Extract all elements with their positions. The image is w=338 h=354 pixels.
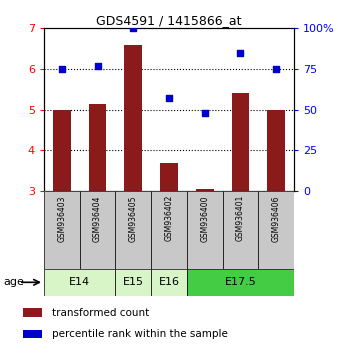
Bar [151, 191, 187, 269]
Bar [223, 191, 258, 269]
Text: GSM936405: GSM936405 [129, 195, 138, 241]
Text: E14: E14 [69, 277, 90, 287]
Bar [187, 191, 223, 269]
Bar [44, 269, 115, 296]
Bar [232, 93, 249, 191]
Bar [124, 45, 142, 191]
Text: E16: E16 [159, 277, 179, 287]
Text: GSM936402: GSM936402 [165, 195, 173, 241]
Point [130, 25, 136, 31]
Point [95, 63, 100, 69]
Text: age: age [3, 277, 24, 287]
Text: E17.5: E17.5 [224, 277, 256, 287]
Bar [44, 191, 80, 269]
Bar [151, 269, 187, 296]
Bar [115, 191, 151, 269]
Bar [267, 110, 285, 191]
Text: GSM936404: GSM936404 [93, 195, 102, 241]
Title: GDS4591 / 1415866_at: GDS4591 / 1415866_at [96, 14, 242, 27]
Text: GSM936400: GSM936400 [200, 195, 209, 241]
Point [238, 50, 243, 56]
Text: GSM936403: GSM936403 [57, 195, 66, 241]
Text: transformed count: transformed count [52, 308, 149, 318]
Point [273, 66, 279, 72]
Bar [53, 110, 71, 191]
Bar [89, 104, 106, 191]
Point [202, 110, 208, 116]
Bar [23, 308, 42, 317]
Bar [187, 269, 294, 296]
Bar [258, 191, 294, 269]
Bar [115, 269, 151, 296]
Point [166, 96, 172, 101]
Point [59, 66, 65, 72]
Text: E15: E15 [123, 277, 144, 287]
Text: GSM936406: GSM936406 [272, 195, 281, 241]
Text: percentile rank within the sample: percentile rank within the sample [52, 329, 227, 339]
Text: GSM936401: GSM936401 [236, 195, 245, 241]
Bar [160, 162, 178, 191]
Bar [23, 330, 42, 338]
Bar [196, 189, 214, 191]
Bar [80, 191, 115, 269]
